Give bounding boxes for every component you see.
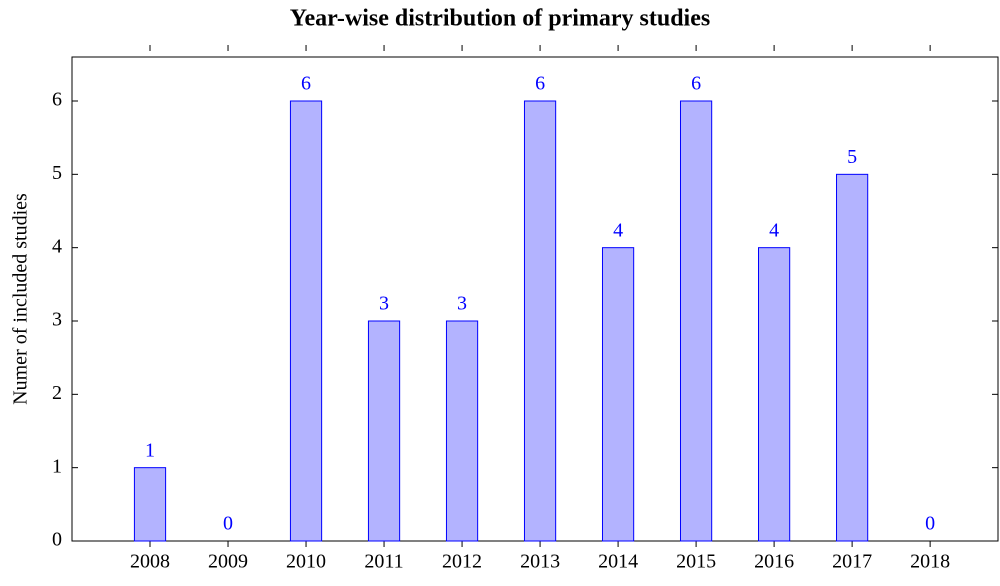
bar [289,100,323,542]
value-label: 0 [925,513,935,535]
bar [836,173,869,542]
x-tick-label: 2010 [286,551,326,573]
y-tick-label: 0 [52,529,62,551]
chart-title: Year-wise distribution of primary studie… [290,6,710,32]
value-label: 6 [301,73,311,95]
value-label: 6 [691,73,701,95]
bar [133,467,167,542]
y-tick-label: 6 [52,89,62,111]
bar [601,247,635,542]
value-label: 6 [535,73,545,95]
value-label: 4 [613,219,623,241]
x-tick-label: 2017 [832,551,872,573]
y-tick-label: 5 [52,162,62,184]
value-label: 1 [145,439,155,461]
x-tick-label: 2014 [598,551,638,573]
bar [367,320,401,542]
value-label: 3 [457,293,467,315]
bar [758,247,791,542]
x-tick-label: 2013 [520,551,560,573]
x-tick-label: 2018 [910,551,950,573]
y-tick-label: 3 [52,309,62,331]
x-tick-label: 2009 [208,551,248,573]
value-label: 0 [223,513,233,535]
y-tick-label: 2 [52,382,62,404]
value-label: 4 [769,219,779,241]
value-label: 3 [379,293,389,315]
x-tick-label: 2015 [676,551,716,573]
x-tick-label: 2016 [754,551,794,573]
y-tick-label: 1 [52,455,62,477]
x-tick-label: 2008 [130,551,170,573]
value-label: 5 [847,146,857,168]
bar [679,100,713,542]
bar [445,320,479,542]
x-tick-label: 2011 [364,551,403,573]
x-tick-label: 2012 [442,551,482,573]
y-tick-label: 4 [52,235,62,257]
bar [523,100,557,542]
y-axis-label: Numer of included studies [10,193,32,405]
